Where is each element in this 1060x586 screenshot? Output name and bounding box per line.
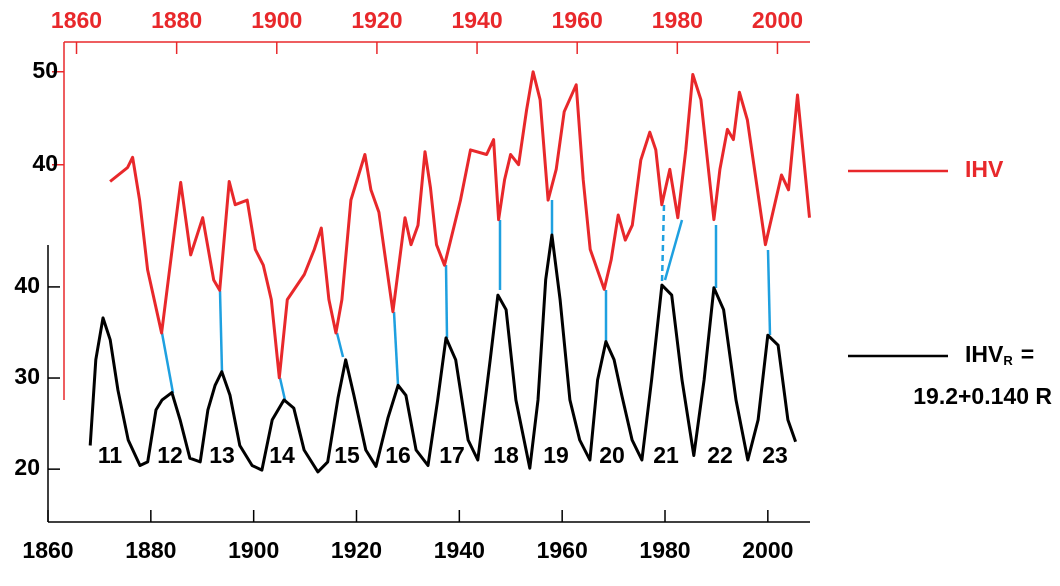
x2-tick-label: 2000 [752, 7, 803, 33]
x2-tick-label: 1920 [351, 7, 402, 33]
series-line [109, 70, 811, 380]
cycle-label: 11 [98, 442, 123, 468]
x2-tick-label: 1940 [451, 7, 502, 33]
cycle-label: 14 [269, 442, 295, 468]
connector [444, 264, 449, 339]
x2-tick-label: 1860 [51, 7, 102, 33]
y2-tick-label: 50 [32, 57, 58, 83]
cycle-label: 19 [543, 442, 569, 468]
x-tick-label: 1860 [22, 537, 73, 563]
cycle-label: 23 [762, 442, 788, 468]
x-tick-label: 1900 [228, 537, 279, 563]
cycle-label: 15 [334, 442, 360, 468]
x-tick-label: 1920 [331, 537, 382, 563]
cycle-label: 17 [439, 442, 465, 468]
cycle-label: 16 [385, 442, 411, 468]
legend-subscript: R [1003, 353, 1013, 368]
connector [278, 377, 287, 401]
connector [335, 332, 345, 358]
legend-formula: 19.2+0.140 R [913, 383, 1052, 409]
x-tick-label: 2000 [742, 537, 793, 563]
y-tick-label: 20 [14, 454, 40, 480]
connector [766, 249, 772, 336]
cycle-label: 13 [209, 442, 235, 468]
connector [663, 219, 684, 281]
x-tick-label: 1940 [434, 537, 485, 563]
connector [160, 332, 175, 394]
legend-label: IHVR = [965, 341, 1034, 368]
y-tick-label: 40 [14, 272, 40, 298]
y2-tick-label: 40 [32, 150, 58, 176]
y-tick-label: 30 [14, 363, 40, 389]
legend-suffix: = [1021, 341, 1034, 367]
x-tick-label: 1960 [537, 537, 588, 563]
legend-label: IHV [965, 156, 1004, 182]
cycle-label: 22 [707, 442, 733, 468]
cycle-label: 12 [157, 442, 183, 468]
series-line [88, 233, 798, 474]
connector [660, 204, 666, 283]
legend-name: IHV [965, 341, 1004, 367]
cycle-label: 18 [493, 442, 519, 468]
x-tick-label: 1980 [639, 537, 690, 563]
x2-tick-label: 1960 [552, 7, 603, 33]
x2-tick-label: 1880 [151, 7, 202, 33]
cycle-label: 20 [599, 442, 625, 468]
connector [218, 290, 224, 373]
x2-tick-label: 1900 [251, 7, 302, 33]
connector [392, 311, 400, 386]
cycle-label: 21 [653, 442, 679, 468]
x-tick-label: 1880 [125, 537, 176, 563]
x2-tick-label: 1980 [652, 7, 703, 33]
